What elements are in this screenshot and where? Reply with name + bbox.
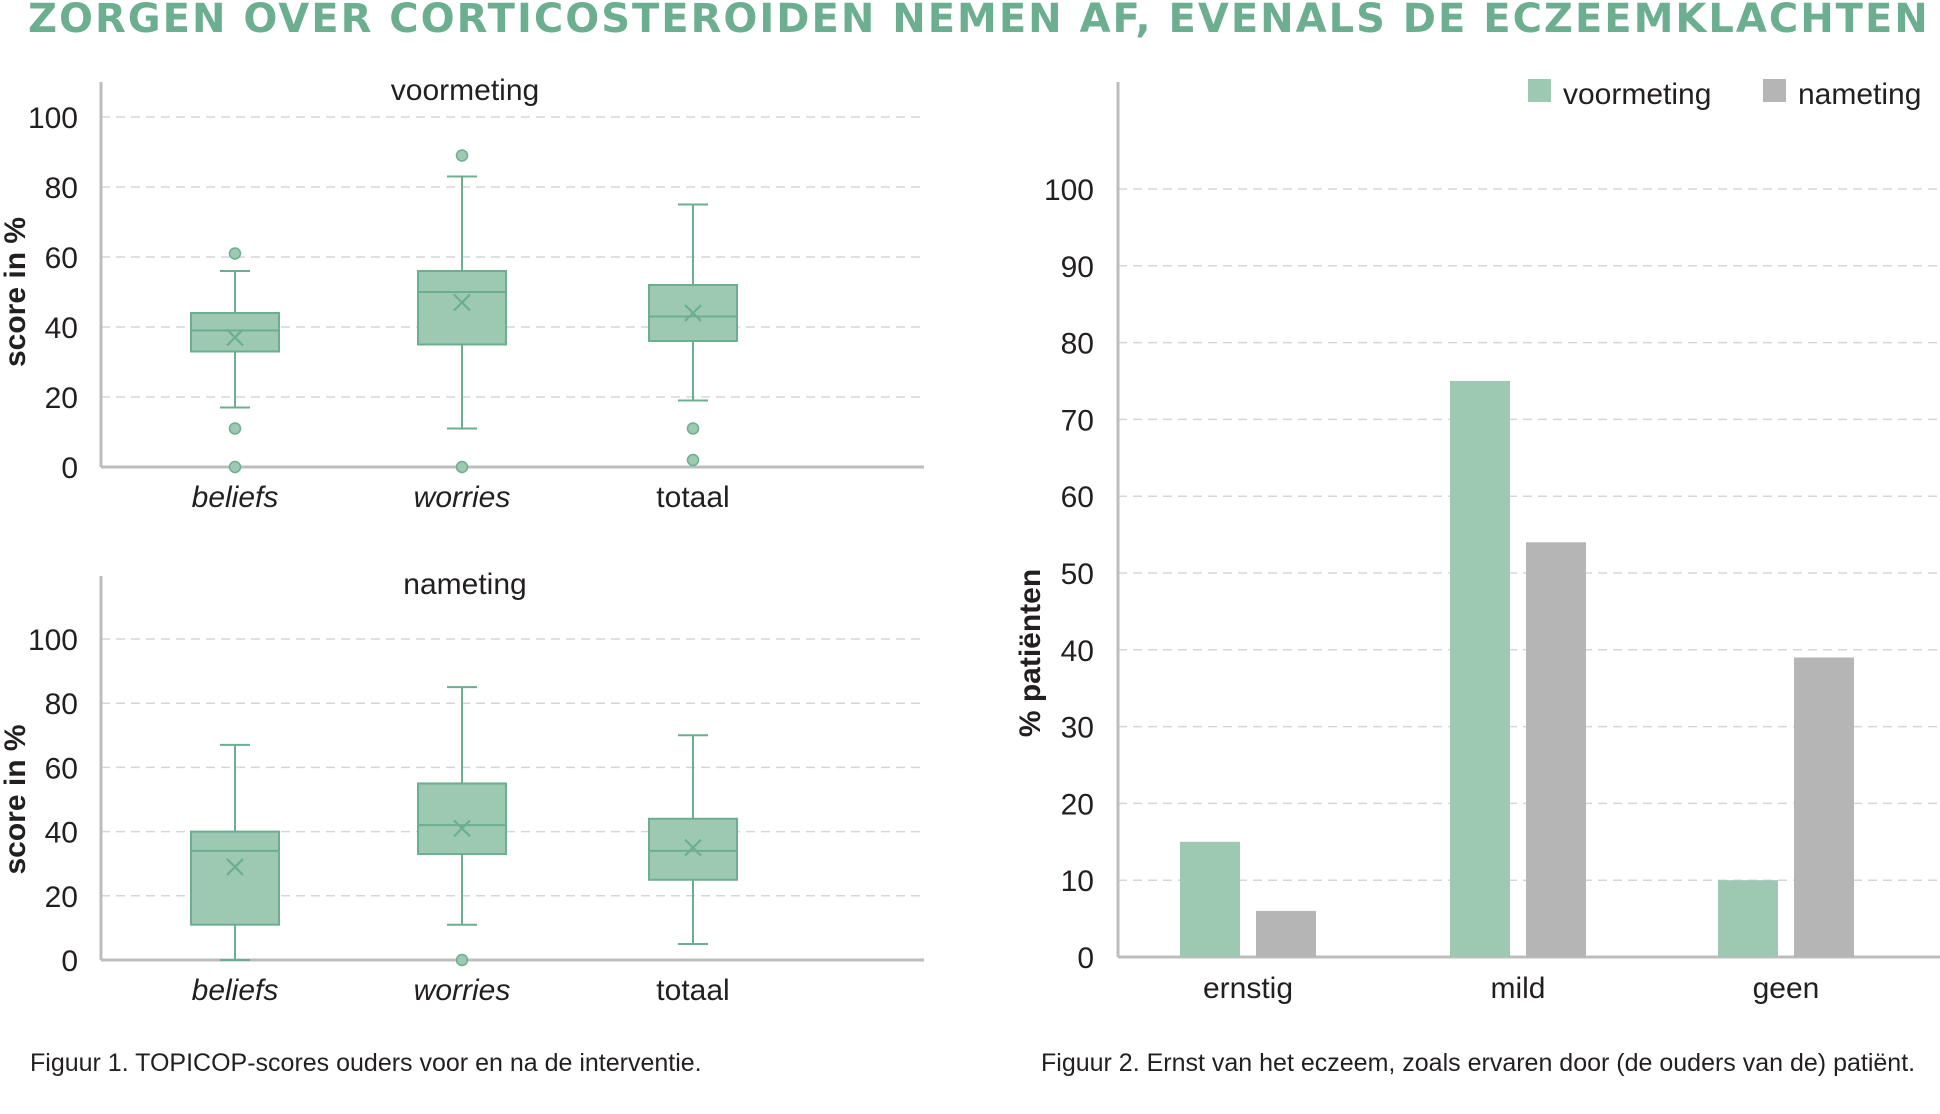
legend-label-nameting: nameting bbox=[1798, 78, 1921, 111]
x-category-label: geen bbox=[1753, 972, 1820, 1005]
x-category-label: beliefs bbox=[192, 974, 279, 1007]
page-headline: ZORGEN OVER CORTICOSTEROÏDEN NEMEN AF, E… bbox=[28, 0, 1930, 42]
outlier-point bbox=[228, 247, 242, 260]
y-tick-label: 0 bbox=[61, 945, 78, 978]
y-tick-label: 60 bbox=[45, 242, 78, 275]
mean-marker bbox=[226, 328, 244, 347]
outlier-point bbox=[455, 149, 469, 162]
outlier-point bbox=[228, 460, 242, 474]
y-tick-label: 0 bbox=[61, 452, 78, 485]
bar-geen-nameting bbox=[1794, 657, 1854, 957]
x-category-label: ernstig bbox=[1203, 972, 1293, 1005]
y-tick-label: 100 bbox=[28, 102, 78, 135]
y-tick-label: 50 bbox=[1061, 558, 1094, 591]
box-iqr bbox=[190, 312, 280, 353]
y-tick-label: 20 bbox=[45, 382, 78, 415]
y-tick-label: 0 bbox=[1077, 942, 1094, 975]
y-tick-label: 40 bbox=[45, 312, 78, 345]
y-tick-label: 40 bbox=[45, 817, 78, 850]
mean-marker bbox=[684, 838, 702, 857]
x-category-label: totaal bbox=[656, 481, 729, 514]
y-tick-label: 20 bbox=[1061, 788, 1094, 821]
outlier-point bbox=[455, 953, 469, 967]
box-worries-pre bbox=[417, 149, 507, 474]
bar-geen-voormeting bbox=[1718, 880, 1778, 957]
outlier-point bbox=[686, 453, 700, 467]
box-beliefs-post bbox=[190, 743, 280, 961]
legend-swatch-voormeting bbox=[1528, 79, 1551, 102]
box-totaal-pre bbox=[648, 203, 738, 467]
box-iqr bbox=[648, 817, 738, 881]
y-axis-label: % patiënten bbox=[1014, 569, 1047, 737]
y-tick-label: 40 bbox=[1061, 635, 1094, 668]
bar-ernstig-voormeting bbox=[1180, 841, 1240, 957]
box-iqr bbox=[648, 284, 738, 342]
outlier-point bbox=[228, 422, 242, 435]
bar-mild-voormeting bbox=[1450, 381, 1510, 957]
y-tick-label: 60 bbox=[45, 752, 78, 785]
y-tick-label: 30 bbox=[1061, 712, 1094, 745]
y-tick-label: 60 bbox=[1061, 481, 1094, 514]
bar-ernstig-nameting bbox=[1256, 910, 1316, 957]
y-tick-label: 100 bbox=[28, 624, 78, 657]
outlier-point bbox=[686, 422, 700, 435]
x-category-label: worries bbox=[414, 974, 511, 1007]
outlier-point bbox=[455, 460, 469, 474]
x-category-label: beliefs bbox=[192, 481, 279, 514]
panel-title-post: nameting bbox=[403, 568, 526, 601]
y-tick-label: 20 bbox=[45, 881, 78, 914]
legend-swatch-nameting bbox=[1763, 79, 1786, 102]
y-tick-label: 90 bbox=[1061, 251, 1094, 284]
figure-2-caption: Figuur 2. Ernst van het eczeem, zoals er… bbox=[1041, 1049, 1916, 1077]
box-iqr bbox=[190, 830, 280, 926]
box-iqr bbox=[417, 782, 507, 856]
legend-label-voormeting: voormeting bbox=[1563, 78, 1711, 111]
box-totaal-post bbox=[648, 734, 738, 945]
y-tick-label: 100 bbox=[1044, 174, 1094, 207]
x-category-label: worries bbox=[414, 481, 511, 514]
panel-title-pre: voormeting bbox=[391, 74, 539, 107]
box-beliefs-pre bbox=[190, 247, 280, 474]
y-tick-label: 80 bbox=[45, 172, 78, 205]
mean-marker bbox=[226, 858, 244, 876]
bar-mild-nameting bbox=[1526, 542, 1586, 957]
figure-1-caption: Figuur 1. TOPICOP-scores ouders voor en … bbox=[30, 1049, 702, 1077]
y-axis-label: score in % bbox=[0, 217, 32, 367]
box-iqr bbox=[417, 270, 507, 346]
y-axis-label: score in % bbox=[0, 724, 32, 874]
x-category-label: totaal bbox=[656, 974, 729, 1007]
y-tick-label: 80 bbox=[1061, 328, 1094, 361]
x-category-label: mild bbox=[1490, 972, 1545, 1005]
box-worries-post bbox=[417, 686, 507, 967]
y-tick-label: 80 bbox=[45, 688, 78, 721]
mean-marker bbox=[453, 819, 471, 838]
mean-marker bbox=[453, 293, 471, 312]
mean-marker bbox=[684, 304, 702, 322]
y-tick-label: 70 bbox=[1061, 404, 1094, 437]
y-tick-label: 10 bbox=[1061, 865, 1094, 898]
